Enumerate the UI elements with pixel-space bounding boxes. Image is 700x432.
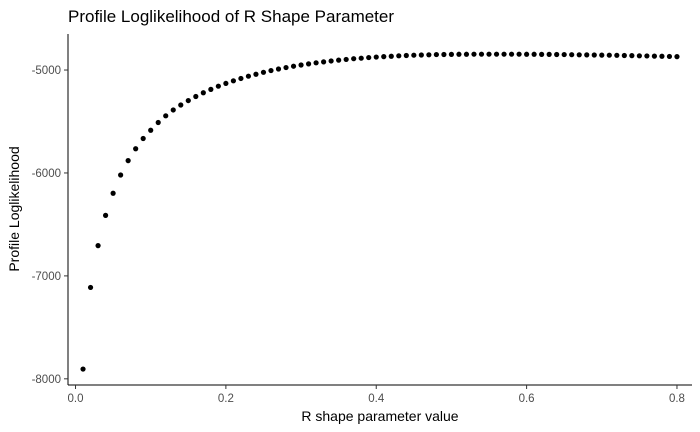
data-point <box>614 52 620 58</box>
data-point <box>433 51 439 58</box>
data-point <box>659 53 665 59</box>
data-point <box>516 51 522 57</box>
x-tick-label: 0.4 <box>368 393 385 405</box>
y-tick-label: -8000 <box>32 374 61 386</box>
data-point <box>305 61 312 67</box>
data-point <box>298 62 304 68</box>
data-point <box>290 63 297 69</box>
data-point <box>508 51 515 57</box>
data-point <box>283 64 289 71</box>
data-point <box>456 51 462 57</box>
data-point <box>561 51 567 58</box>
data-point <box>133 146 139 152</box>
data-point <box>426 52 432 58</box>
data-point <box>268 67 274 74</box>
data-point <box>674 54 680 60</box>
data-point <box>343 56 349 63</box>
data-point <box>463 51 470 57</box>
data-point <box>185 97 191 104</box>
x-tick-label: 0.6 <box>519 393 535 405</box>
data-point <box>493 51 500 57</box>
data-point <box>80 366 86 372</box>
data-point <box>200 90 206 96</box>
data-point <box>223 80 229 87</box>
y-axis-title: Profile Loglikelihood <box>6 146 22 271</box>
data-point <box>584 52 590 58</box>
data-point <box>388 53 394 59</box>
data-point <box>373 54 379 60</box>
data-point <box>95 243 101 249</box>
data-point <box>313 60 319 66</box>
data-point <box>140 135 146 142</box>
data-point <box>569 52 575 58</box>
data-point <box>524 51 530 57</box>
y-axis-ticks: -8000 -7000 -6000 -5000 <box>32 65 68 386</box>
data-point <box>396 53 402 59</box>
data-point <box>118 172 124 178</box>
data-point <box>170 107 176 113</box>
data-point <box>125 158 131 164</box>
data-point <box>148 127 154 133</box>
data-point <box>215 83 221 89</box>
x-tick-label: 0.2 <box>218 393 234 405</box>
data-point <box>501 51 507 57</box>
data-point <box>366 54 372 61</box>
data-point <box>381 54 387 60</box>
data-point <box>102 212 109 218</box>
data-point <box>636 53 642 59</box>
data-point <box>321 59 327 65</box>
data-point <box>486 51 492 57</box>
data-point <box>403 52 409 59</box>
data-point <box>110 190 116 196</box>
data-point <box>554 51 560 58</box>
data-point <box>644 53 650 59</box>
data-point <box>448 51 455 57</box>
data-point <box>253 71 259 77</box>
data-point <box>87 284 94 291</box>
data-point <box>651 53 658 59</box>
data-point <box>358 55 364 61</box>
data-point <box>478 51 485 57</box>
chart-title: Profile Loglikelihood of R Shape Paramet… <box>68 7 394 26</box>
data-point <box>336 57 342 63</box>
data-point <box>599 52 605 58</box>
data-point <box>178 102 184 108</box>
data-point <box>606 52 612 58</box>
data-point <box>163 113 169 119</box>
data-point <box>441 51 447 58</box>
data-point <box>193 93 199 100</box>
y-tick-label: -7000 <box>32 271 61 283</box>
data-point <box>328 58 334 64</box>
x-axis-ticks: 0.0 0.2 0.4 0.6 0.8 <box>68 385 685 405</box>
data-point <box>418 52 424 58</box>
data-point <box>591 52 597 58</box>
data-points <box>80 51 680 372</box>
data-point <box>471 51 477 57</box>
data-point <box>531 51 537 57</box>
x-tick-label: 0.0 <box>68 393 84 405</box>
data-point <box>238 75 244 82</box>
data-point <box>576 52 582 58</box>
data-point <box>539 51 545 57</box>
data-point <box>208 86 214 92</box>
data-point <box>245 73 252 79</box>
data-point <box>155 119 161 126</box>
data-point <box>275 66 282 72</box>
data-point <box>546 51 552 57</box>
x-tick-label: 0.8 <box>669 393 685 405</box>
data-point <box>621 52 627 59</box>
data-point <box>411 52 417 58</box>
x-axis-title: R shape parameter value <box>301 408 458 424</box>
y-tick-label: -5000 <box>32 65 61 77</box>
data-point <box>230 78 236 84</box>
data-point <box>260 69 267 75</box>
plot-area: -8000 -7000 -6000 -5000 0.0 0.2 0.4 0.6 0.8 <box>32 34 692 405</box>
data-point <box>351 56 357 62</box>
y-tick-label: -6000 <box>32 168 61 180</box>
data-point <box>629 53 635 59</box>
data-point <box>666 53 673 60</box>
